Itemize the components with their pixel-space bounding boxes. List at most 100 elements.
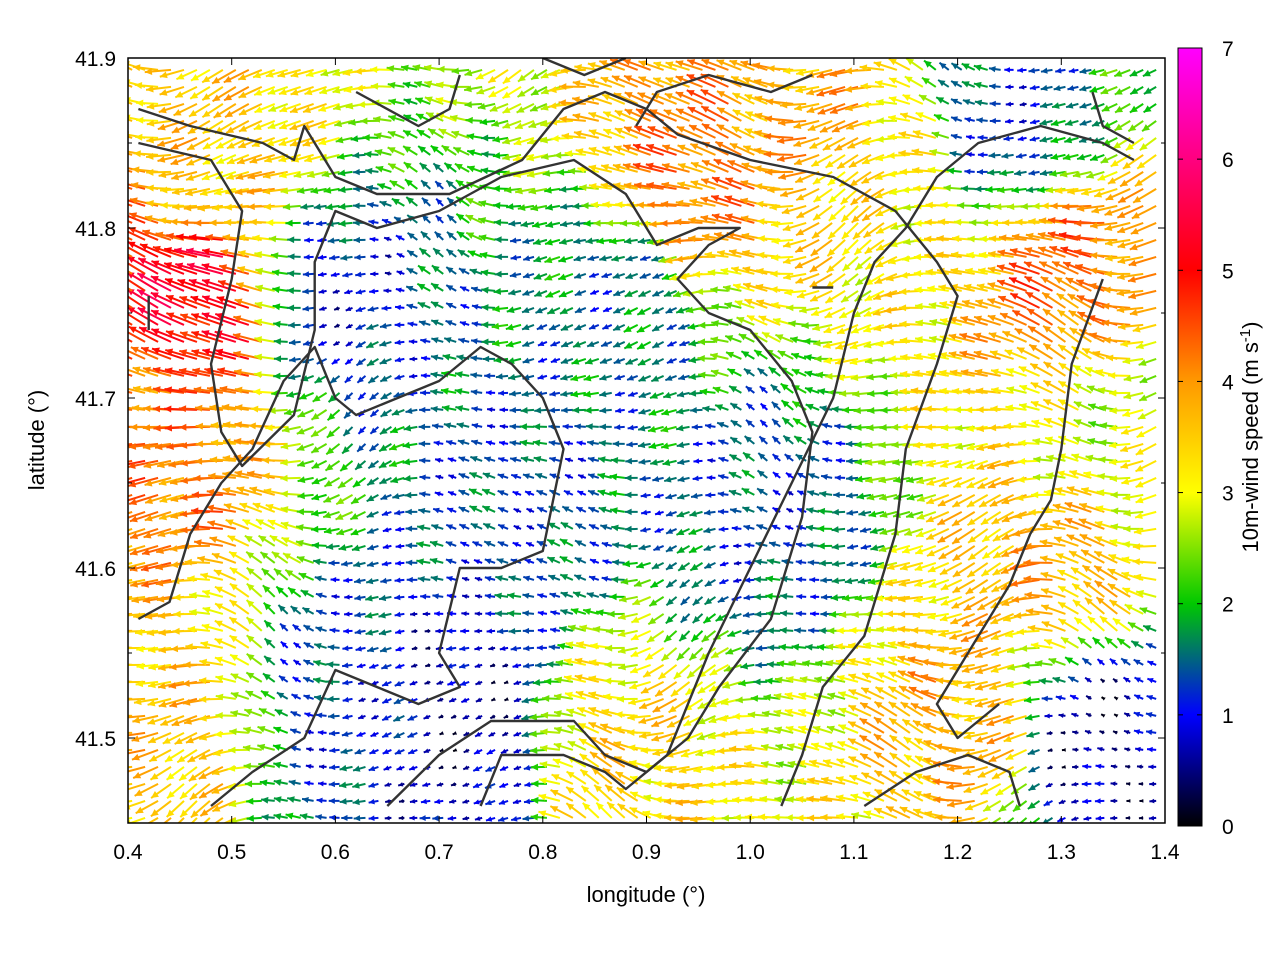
wind-vector-head bbox=[963, 732, 972, 740]
wind-vector-head bbox=[1132, 558, 1140, 566]
wind-vector-head bbox=[150, 809, 159, 817]
wind-vector-head bbox=[474, 628, 480, 634]
wind-vector-head bbox=[136, 662, 144, 670]
wind-vector bbox=[574, 556, 587, 564]
wind-vector-head bbox=[358, 697, 365, 702]
wind-vector bbox=[497, 540, 509, 547]
wind-vector-head bbox=[460, 628, 466, 634]
wind-vector bbox=[166, 800, 185, 818]
wind-vector bbox=[263, 619, 276, 632]
wind-vector-head bbox=[530, 763, 539, 771]
wind-vector bbox=[660, 647, 678, 662]
wind-vector-head bbox=[566, 786, 575, 794]
wind-vector-head bbox=[825, 643, 834, 651]
wind-vector-head bbox=[173, 593, 181, 601]
wind-vector bbox=[727, 629, 742, 638]
wind-vector bbox=[795, 576, 807, 583]
wind-vector-head bbox=[107, 532, 115, 539]
wind-vector-head bbox=[1028, 766, 1036, 773]
wind-vector bbox=[1145, 712, 1157, 718]
wind-vector bbox=[459, 680, 470, 687]
wind-vector-head bbox=[536, 645, 543, 651]
wind-vector-shaft bbox=[128, 799, 133, 803]
wind-vector-head bbox=[410, 611, 416, 617]
wind-vector bbox=[512, 663, 522, 669]
wind-vector bbox=[330, 577, 340, 583]
wind-vector-shaft bbox=[128, 765, 146, 773]
wind-vector bbox=[131, 748, 159, 761]
wind-vector bbox=[378, 476, 392, 485]
wind-vector-head bbox=[540, 744, 548, 752]
wind-vector bbox=[845, 492, 859, 499]
wind-vector bbox=[964, 799, 989, 811]
wind-vector-head bbox=[1013, 804, 1021, 812]
wind-vector-head bbox=[352, 798, 360, 806]
wind-vector bbox=[245, 599, 263, 615]
wind-vector bbox=[378, 629, 392, 636]
wind-vector-head bbox=[106, 516, 114, 523]
wind-vector-head bbox=[612, 559, 620, 566]
wind-vector-head bbox=[986, 737, 995, 745]
wind-vector bbox=[1132, 558, 1157, 566]
wind-vector-head bbox=[513, 697, 520, 703]
wind-vector-head bbox=[760, 778, 769, 786]
wind-vector bbox=[448, 697, 457, 703]
wind-vector bbox=[740, 662, 755, 670]
wind-vector-head bbox=[753, 576, 762, 583]
wind-vector-head bbox=[128, 570, 129, 571]
wind-vector-head bbox=[785, 814, 793, 822]
wind-vector bbox=[328, 730, 340, 737]
wind-vector bbox=[901, 788, 924, 802]
wind-vector bbox=[706, 765, 729, 773]
wind-vector bbox=[280, 640, 289, 649]
wind-vector bbox=[474, 731, 483, 738]
wind-vector bbox=[848, 755, 872, 768]
wind-vector bbox=[806, 795, 833, 803]
wind-vector-head bbox=[554, 726, 562, 734]
wind-vector-head bbox=[861, 772, 870, 780]
wind-vector-head bbox=[820, 795, 828, 802]
wind-vector-head bbox=[836, 812, 844, 820]
wind-vector-head bbox=[858, 509, 866, 517]
wind-vector bbox=[946, 799, 975, 808]
wind-vector bbox=[1023, 679, 1040, 687]
wind-vector bbox=[353, 561, 366, 568]
wind-vector-head bbox=[889, 770, 898, 778]
wind-vector-head bbox=[424, 680, 430, 685]
wind-vector bbox=[447, 490, 457, 497]
wind-vector-head bbox=[578, 723, 587, 730]
wind-vector bbox=[286, 796, 301, 803]
wind-vector bbox=[510, 816, 522, 822]
wind-vector bbox=[323, 477, 341, 488]
wind-vector bbox=[1042, 817, 1054, 823]
wind-vector bbox=[246, 634, 263, 649]
wind-vector-head bbox=[453, 748, 458, 752]
wind-vector bbox=[1100, 713, 1106, 718]
wind-vector bbox=[165, 766, 185, 781]
wind-vector-shaft bbox=[128, 697, 146, 701]
wind-vector bbox=[624, 474, 638, 482]
wind-vector-head bbox=[504, 697, 509, 701]
wind-vector-head bbox=[174, 737, 183, 745]
wind-vector bbox=[640, 526, 651, 533]
wind-vector-head bbox=[566, 771, 575, 779]
wind-vector bbox=[756, 523, 768, 530]
wind-vector-head bbox=[1072, 730, 1078, 735]
wind-vector bbox=[859, 527, 872, 533]
wind-vector bbox=[1149, 781, 1157, 787]
wind-vector-head bbox=[329, 764, 336, 771]
wind-vector-head bbox=[796, 777, 805, 785]
wind-vector-head bbox=[580, 769, 589, 777]
wind-vector bbox=[566, 708, 587, 717]
wind-vector bbox=[582, 802, 600, 819]
wind-vector-head bbox=[462, 815, 468, 821]
wind-vector-head bbox=[1081, 781, 1088, 787]
wind-vector bbox=[198, 783, 224, 799]
wind-vector-head bbox=[867, 578, 876, 585]
wind-vector bbox=[601, 541, 613, 548]
wind-vector-head bbox=[180, 791, 188, 799]
wind-vector-shaft bbox=[128, 714, 146, 719]
wind-vector-head bbox=[484, 558, 492, 565]
wind-vector-head bbox=[1072, 764, 1077, 770]
wind-vector-head bbox=[755, 661, 762, 669]
